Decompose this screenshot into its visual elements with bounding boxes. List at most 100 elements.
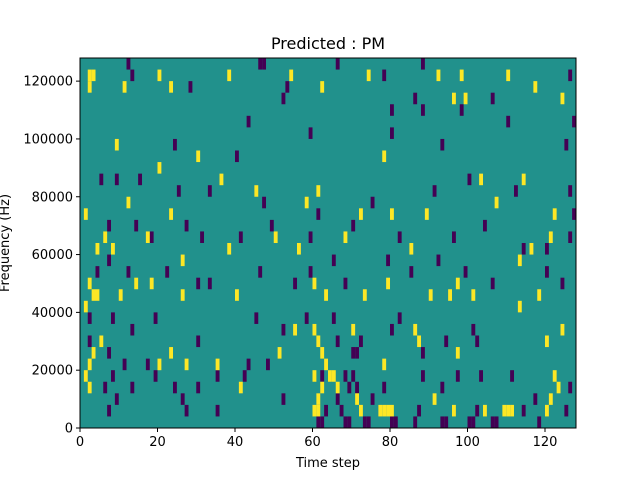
heatmap-cell-low — [308, 266, 313, 278]
heatmap-cell-low — [107, 347, 112, 359]
heatmap-cell-high — [87, 81, 92, 93]
heatmap-cell-low — [545, 266, 549, 278]
heatmap-cell-low — [207, 185, 212, 197]
heatmap-cell-low — [393, 416, 398, 428]
heatmap-cell-high — [169, 208, 174, 220]
heatmap-cell-high — [149, 277, 154, 290]
y-tick-label: 100000 — [23, 132, 73, 147]
heatmap-cell-low — [475, 404, 480, 417]
heatmap-cell-high — [83, 300, 88, 313]
heatmap-cell-high — [316, 185, 321, 197]
heatmap-cell-low — [409, 266, 414, 278]
heatmap-cell-high — [180, 254, 185, 267]
heatmap-cell-high — [366, 69, 371, 82]
heatmap-cell-low — [262, 58, 267, 70]
heatmap-cell-high — [483, 404, 487, 417]
heatmap-cell-low — [417, 404, 422, 417]
heatmap-cell-low — [266, 358, 270, 371]
heatmap-cell-low — [564, 404, 569, 417]
heatmap-cell-low — [145, 358, 150, 371]
heatmap-cell-low — [440, 416, 445, 428]
heatmap-cell-high — [289, 69, 294, 82]
heatmap-cell-high — [459, 69, 464, 82]
heatmap-cell-high — [328, 370, 332, 382]
heatmap-cell-high — [103, 231, 108, 243]
plot-area — [80, 58, 577, 428]
heatmap-cell-low — [351, 370, 356, 382]
heatmap-cell-low — [471, 416, 476, 428]
heatmap-cell-high — [297, 243, 301, 255]
heatmap-cell-low — [413, 92, 418, 105]
heatmap-cell-low — [390, 416, 394, 428]
heatmap-cell-high — [502, 404, 507, 417]
chart-title: Predicted : PM — [271, 34, 385, 53]
heatmap-cell-low — [130, 323, 135, 336]
heatmap-cell-high — [390, 404, 394, 417]
heatmap-cell-low — [390, 127, 394, 139]
heatmap-cell-high — [169, 347, 174, 359]
heatmap-cell-low — [514, 185, 518, 197]
heatmap-cell-low — [568, 185, 573, 197]
heatmap-cell-low — [242, 370, 247, 382]
heatmap-cell-low — [122, 358, 127, 371]
heatmap-cell-low — [386, 254, 391, 267]
x-tick-label: 100 — [455, 435, 480, 450]
x-tick-label: 0 — [76, 435, 84, 450]
x-axis: 0 20 40 60 80 100 120 — [76, 428, 557, 450]
heatmap-cell-low — [343, 277, 348, 290]
heatmap-cell-low — [188, 81, 193, 93]
heatmap-cell-low — [533, 393, 538, 405]
heatmap-cell-low — [107, 404, 112, 417]
heatmap-cell-low — [545, 243, 549, 255]
heatmap-cell-low — [432, 185, 437, 197]
y-axis: 0 20000 40000 60000 80000 100000 120000 — [23, 75, 80, 437]
heatmap-cell-low — [138, 173, 143, 186]
heatmap-cell-high — [479, 173, 484, 186]
heatmap-cell-low — [471, 323, 476, 336]
heatmap-cell-low — [293, 277, 298, 290]
heatmap-cell-low — [440, 138, 445, 151]
heatmap-cell-low — [382, 69, 387, 82]
heatmap-cell-high — [134, 277, 139, 290]
heatmap-cell-low — [537, 416, 542, 428]
heatmap-cell-high — [312, 277, 317, 290]
heatmap-cell-low — [258, 58, 263, 70]
heatmap-cell-high — [235, 289, 239, 301]
heatmap-cell-low — [254, 312, 259, 324]
heatmap-cell-high — [552, 370, 557, 382]
heatmap-cell-high — [145, 231, 150, 243]
heatmap-cell-high — [111, 243, 115, 255]
heatmap-cell-high — [99, 335, 104, 348]
heatmap-cell-low — [355, 381, 360, 394]
heatmap-cell-high — [157, 69, 162, 82]
x-axis-label: Time step — [295, 456, 360, 471]
heatmap-cell-low — [130, 381, 135, 394]
heatmap-cell-high — [362, 289, 367, 301]
heatmap-cell-low — [200, 231, 205, 243]
heatmap-cell-high — [331, 370, 336, 382]
heatmap-cell-high — [312, 404, 317, 417]
heatmap-cell-low — [196, 335, 201, 348]
heatmap-cell-low — [269, 219, 274, 232]
heatmap-cell-high — [324, 289, 329, 301]
heatmap-cell-high — [545, 404, 549, 417]
heatmap-cell-low — [506, 115, 511, 128]
heatmap-cell-high — [424, 208, 429, 220]
heatmap-cell-low — [335, 58, 340, 70]
heatmap-cell-low — [258, 266, 263, 278]
heatmap-cell-low — [421, 370, 425, 382]
heatmap-cell-low — [421, 58, 425, 70]
heatmap-cell-high — [417, 335, 422, 348]
heatmap-cell-low — [87, 312, 92, 324]
heatmap-cell-high — [324, 358, 329, 371]
heatmap-cell-low — [444, 335, 449, 348]
heatmap-cell-low — [331, 254, 336, 267]
heatmap-cell-high — [517, 254, 522, 267]
heatmap-cell-low — [510, 370, 515, 382]
heatmap-cell-low — [370, 196, 375, 209]
heatmap-cell-low — [281, 393, 286, 405]
heatmap-cell-high — [91, 347, 96, 359]
heatmap-cell-low — [316, 416, 321, 428]
heatmap-cell-high — [316, 404, 321, 417]
heatmap-cell-low — [196, 277, 201, 290]
